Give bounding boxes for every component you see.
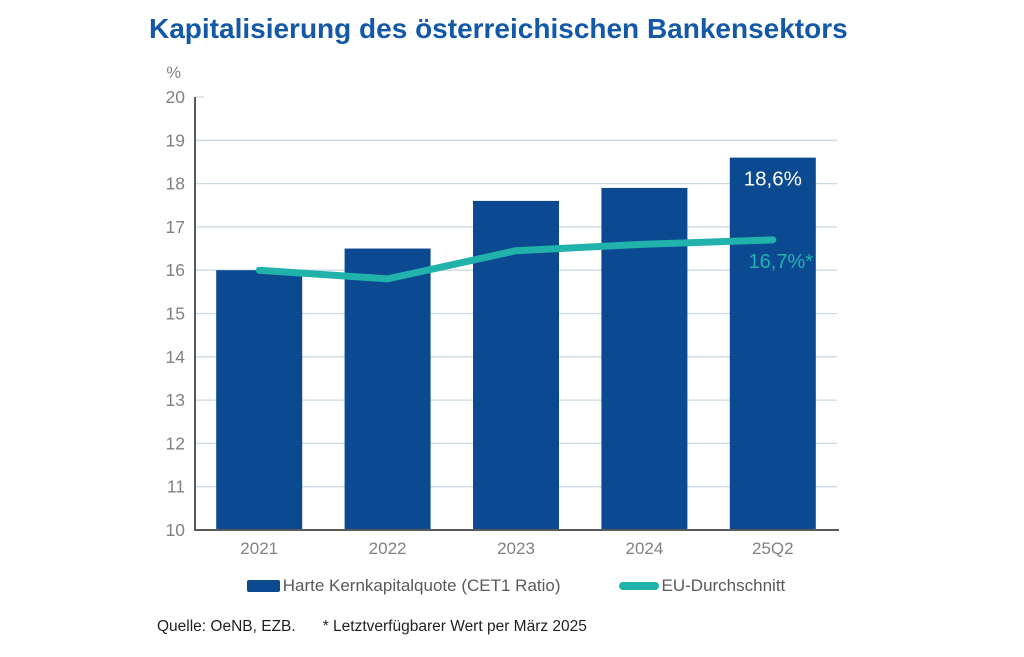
bar-2024 — [601, 187, 688, 530]
x-tick-label: 2022 — [369, 539, 407, 558]
axes — [194, 97, 839, 531]
chart-legend: Harte Kernkapitalquote (CET1 Ratio) EU-D… — [195, 576, 837, 596]
data-labels: 18,6% 16,7%* — [744, 168, 814, 273]
legend-label-eu: EU-Durchschnitt — [661, 576, 786, 595]
line-swatch-icon — [618, 582, 659, 590]
x-tick-label: 2021 — [240, 539, 278, 558]
footnote: * Letztverfügbarer Wert per März 2025 — [322, 618, 587, 635]
y-tick-label: 15 — [166, 304, 185, 324]
x-tick-label: 2024 — [625, 539, 663, 558]
y-axis-unit-label: % — [166, 64, 181, 82]
bar-25Q2 — [729, 157, 816, 530]
y-tick-label: 13 — [166, 390, 185, 410]
y-tick-label: 18 — [166, 174, 185, 194]
bar-swatch-icon — [246, 580, 280, 592]
y-tick-label: 19 — [166, 130, 185, 150]
line-value-label: 16,7%* — [749, 251, 814, 273]
eu-average-line — [255, 236, 777, 283]
x-tick-label: 25Q2 — [752, 539, 794, 558]
bar-2021 — [216, 270, 303, 530]
y-tick-label: 14 — [166, 347, 186, 367]
y-tick-label: 11 — [167, 477, 185, 497]
y-tick-label: 17 — [166, 217, 185, 237]
source-note: Quelle: OeNB, EZB. — [157, 618, 296, 635]
x-tick-label: 2023 — [497, 539, 535, 558]
legend-item-cet1: Harte Kernkapitalquote (CET1 Ratio) — [246, 576, 561, 596]
y-tick-label: 10 — [166, 520, 186, 540]
chart-footer: Quelle: OeNB, EZB. * Letztverfügbarer Wer… — [157, 618, 587, 636]
bar-series — [216, 157, 816, 531]
bar-2022 — [344, 248, 431, 531]
y-tick-label: 12 — [166, 433, 185, 453]
combo-chart: % 10 11 12 13 14 15 16 17 18 19 20 2021 2022 2023 2024… — [166, 64, 839, 558]
legend-label-cet1: Harte Kernkapitalquote (CET1 Ratio) — [282, 576, 561, 595]
y-tick-label: 20 — [166, 87, 186, 107]
chart-title: Kapitalisierung des österreichischen Ban… — [149, 13, 848, 44]
legend-item-eu: EU-Durchschnitt — [618, 576, 786, 596]
bar-value-label: 18,6% — [744, 168, 802, 191]
y-tick-label: 16 — [166, 260, 185, 280]
axis-labels: 10 11 12 13 14 15 16 17 18 19 20 2021 2022 2023 2024 25… — [166, 87, 794, 558]
line-series — [255, 236, 777, 283]
